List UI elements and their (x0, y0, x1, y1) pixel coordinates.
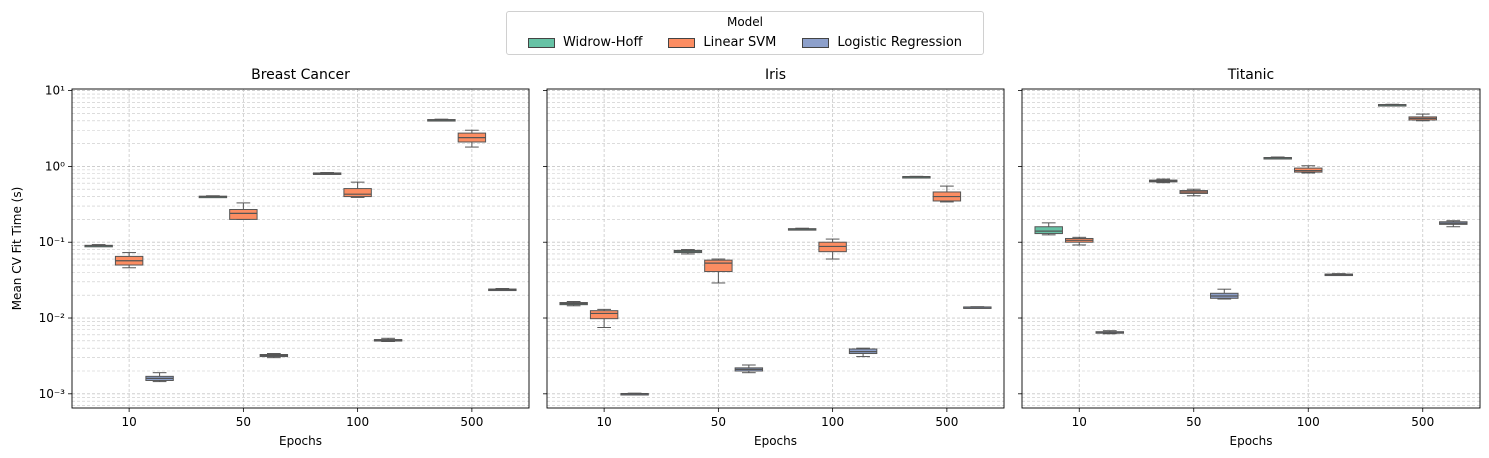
box-logistic-regression-500 (488, 288, 517, 292)
panel-title: Breast Cancer (251, 67, 350, 83)
legend-items: Widrow-Hoff Linear SVM Logistic Regressi… (507, 35, 983, 50)
y-tick-label: 10¹ (45, 84, 65, 98)
box-widrow-hoff-10 (1034, 222, 1063, 236)
box-logistic-regression-100 (373, 337, 403, 342)
box-widrow-hoff-100 (312, 172, 342, 175)
y-tick-label: 10⁻² (39, 311, 66, 325)
legend-label-widrow-hoff: Widrow-Hoff (562, 35, 643, 50)
box-iqr (229, 209, 258, 220)
panel-2: 10 50 100 500 Titanic Epochs (1018, 67, 1481, 448)
x-tick-label: 500 (935, 415, 958, 429)
box-logistic-regression-10 (1095, 330, 1125, 335)
panel-title: Titanic (1227, 67, 1275, 83)
box-widrow-hoff-500 (1377, 103, 1407, 107)
box-widrow-hoff-50 (198, 195, 228, 199)
x-tick-label: 100 (346, 415, 369, 429)
box-iqr (589, 310, 619, 320)
legend-swatch-logistic-regression (802, 37, 830, 48)
panel-1: 10 50 100 500 Iris Epochs (543, 67, 1005, 448)
box-linear-svm-50 (1179, 188, 1208, 197)
box-widrow-hoff-100 (1263, 156, 1292, 160)
legend-title: Model (726, 15, 764, 29)
legend: Model Widrow-Hoff Linear SVM Logistic Re… (506, 11, 984, 55)
box-linear-svm-500 (457, 129, 487, 148)
box-linear-svm-500 (932, 185, 962, 203)
legend-label-logistic-regression: Logistic Regression (837, 35, 963, 50)
x-axis-label: Epochs (1230, 434, 1273, 448)
box-widrow-hoff-100 (787, 227, 817, 231)
y-axis-label: Mean CV Fit Time (s) (10, 187, 24, 311)
x-tick-label: 10 (121, 415, 136, 429)
x-tick-label: 10 (596, 415, 611, 429)
box-linear-svm-100 (1294, 165, 1323, 174)
axes-frame (71, 88, 530, 409)
box-logistic-regression-500 (1439, 220, 1468, 228)
legend-swatch-linear-svm (668, 37, 696, 48)
box-linear-svm-10 (589, 308, 619, 328)
box-widrow-hoff-50 (1148, 178, 1178, 184)
x-tick-label: 500 (460, 415, 483, 429)
axes-frame (546, 88, 1005, 409)
box-linear-svm-50 (704, 258, 733, 284)
y-tick-label: 10⁰ (45, 159, 65, 173)
x-tick-label: 50 (711, 415, 726, 429)
box-iqr (704, 259, 733, 273)
x-tick-label: 50 (1186, 415, 1201, 429)
box-logistic-regression-50 (259, 353, 289, 359)
box-linear-svm-10 (1065, 236, 1094, 246)
box-iqr (343, 188, 372, 198)
x-tick-label: 500 (1411, 415, 1434, 429)
box-logistic-regression-50 (1210, 288, 1239, 300)
x-tick-label: 100 (821, 415, 844, 429)
legend-label-linear-svm: Linear SVM (703, 35, 777, 50)
box-linear-svm-500 (1408, 113, 1437, 122)
box-logistic-regression-10 (620, 392, 649, 396)
box-logistic-regression-500 (963, 306, 992, 309)
x-axis-label: Epochs (279, 434, 322, 448)
box-logistic-regression-50 (734, 364, 764, 374)
panel-title: Iris (765, 67, 786, 83)
box-logistic-regression-10 (145, 372, 174, 383)
box-logistic-regression-100 (848, 347, 878, 358)
panel-0: 10 50 100 500 10⁻³ 10⁻² 10⁻¹ 10⁰ 10¹ Breast Cance… (10, 67, 530, 448)
box-widrow-hoff-10 (84, 244, 113, 248)
box-iqr (1034, 226, 1063, 235)
box-linear-svm-100 (343, 181, 372, 198)
box-logistic-regression-100 (1324, 273, 1354, 277)
legend-item-linear-svm: Linear SVM (668, 35, 776, 50)
y-tick-label: 10⁻³ (39, 387, 66, 401)
box-linear-svm-50 (229, 202, 258, 220)
x-tick-label: 100 (1297, 415, 1320, 429)
legend-item-logistic-regression: Logistic Regression (802, 35, 962, 50)
legend-swatch-widrow-hoff (527, 37, 555, 48)
y-tick-label: 10⁻¹ (39, 235, 66, 249)
box-linear-svm-10 (114, 252, 144, 269)
box-widrow-hoff-10 (559, 301, 588, 307)
box-widrow-hoff-500 (427, 118, 456, 122)
x-tick-label: 50 (236, 415, 251, 429)
x-tick-label: 10 (1072, 415, 1087, 429)
box-widrow-hoff-50 (673, 249, 703, 255)
box-linear-svm-100 (818, 238, 847, 260)
axes-frame (1021, 88, 1481, 409)
box-widrow-hoff-500 (902, 175, 931, 179)
legend-item-widrow-hoff: Widrow-Hoff (527, 35, 643, 50)
x-axis-label: Epochs (754, 434, 797, 448)
